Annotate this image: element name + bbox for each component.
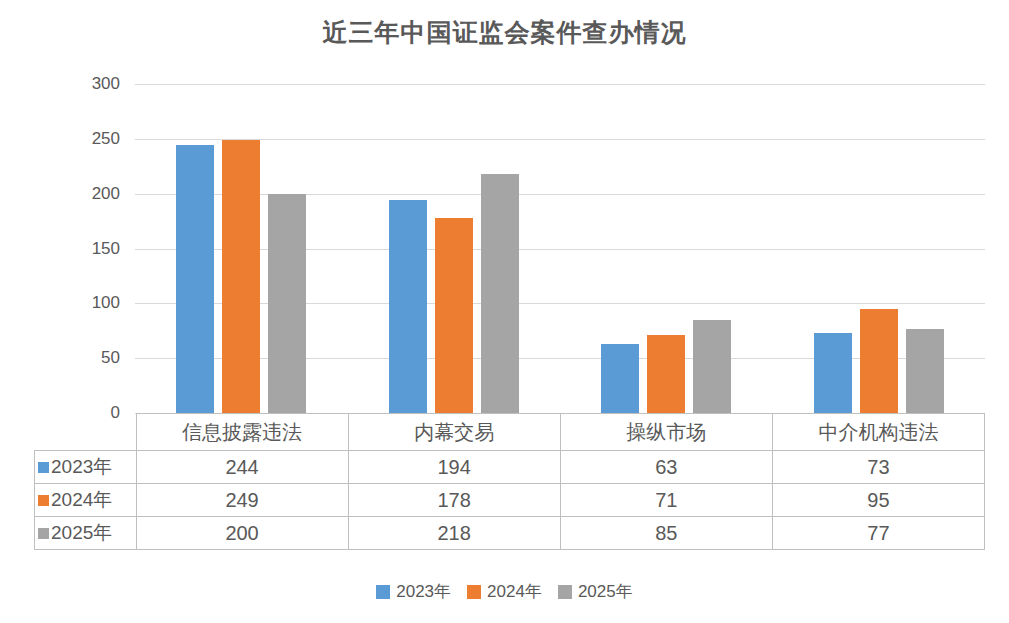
chart-title: 近三年中国证监会案件查办情况 <box>0 16 1009 49</box>
bar-s2-c1 <box>481 174 519 413</box>
bars-row <box>135 84 985 413</box>
y-tick-label-100: 100 <box>60 293 120 313</box>
table-value-s1-c3: 95 <box>772 484 984 517</box>
bar-chart: 近三年中国证监会案件查办情况 050100150200250300 信息披露违法… <box>0 0 1009 623</box>
plot-area <box>135 84 985 413</box>
table-value-s2-c2: 85 <box>560 517 772 550</box>
category-header-3: 中介机构违法 <box>772 414 984 451</box>
y-axis: 050100150200250300 <box>60 84 120 413</box>
bar-s2-c0 <box>268 194 306 413</box>
bar-s2-c3 <box>906 329 944 413</box>
series-swatch-icon <box>38 462 49 473</box>
data-table: 信息披露违法内幕交易操纵市场中介机构违法2023年24419463732024年… <box>34 413 985 550</box>
table-value-s2-c0: 200 <box>136 517 348 550</box>
category-header-0: 信息披露违法 <box>136 414 348 451</box>
bar-s0-c2 <box>601 344 639 413</box>
table-value-s1-c0: 249 <box>136 484 348 517</box>
legend-item-1: 2024年 <box>467 580 542 603</box>
category-header-2: 操纵市场 <box>560 414 772 451</box>
y-tick-label-150: 150 <box>60 239 120 259</box>
bar-s0-c1 <box>389 200 427 413</box>
bar-group-c1 <box>348 84 561 413</box>
table-value-s0-c1: 194 <box>348 451 560 484</box>
legend-item-0: 2023年 <box>376 580 451 603</box>
y-tick-label-50: 50 <box>60 348 120 368</box>
bar-s1-c1 <box>435 218 473 413</box>
bar-s2-c2 <box>693 320 731 413</box>
bar-group-c0 <box>135 84 348 413</box>
bar-group-c2 <box>560 84 773 413</box>
series-swatch-icon <box>38 528 49 539</box>
table-value-s0-c2: 63 <box>560 451 772 484</box>
series-swatch-icon <box>38 495 49 506</box>
table-value-s1-c1: 178 <box>348 484 560 517</box>
table-value-s2-c3: 77 <box>772 517 984 550</box>
bar-group-c3 <box>773 84 986 413</box>
bar-s0-c3 <box>814 333 852 413</box>
bar-s1-c0 <box>222 140 260 413</box>
legend-swatch-icon <box>467 585 481 599</box>
category-header-1: 内幕交易 <box>348 414 560 451</box>
y-tick-label-300: 300 <box>60 74 120 94</box>
bar-s0-c0 <box>176 145 214 413</box>
legend-swatch-icon <box>376 585 390 599</box>
table-row-0: 2023年2441946373 <box>35 451 985 484</box>
legend-label: 2025年 <box>578 580 633 603</box>
legend-label: 2024年 <box>487 580 542 603</box>
table-row-1: 2024年2491787195 <box>35 484 985 517</box>
table-value-s0-c3: 73 <box>772 451 984 484</box>
table-value-s0-c0: 244 <box>136 451 348 484</box>
table-value-s1-c2: 71 <box>560 484 772 517</box>
series-label-1: 2024年 <box>35 484 137 517</box>
series-label-0: 2023年 <box>35 451 137 484</box>
table-corner-cell <box>35 414 137 451</box>
legend-label: 2023年 <box>396 580 451 603</box>
bar-s1-c2 <box>647 335 685 413</box>
table-header-row: 信息披露违法内幕交易操纵市场中介机构违法 <box>35 414 985 451</box>
table-value-s2-c1: 218 <box>348 517 560 550</box>
series-label-2: 2025年 <box>35 517 137 550</box>
y-tick-label-250: 250 <box>60 129 120 149</box>
table-row-2: 2025年2002188577 <box>35 517 985 550</box>
legend-swatch-icon <box>558 585 572 599</box>
y-tick-label-200: 200 <box>60 184 120 204</box>
bar-s1-c3 <box>860 309 898 413</box>
legend: 2023年 2024年 2025年 <box>0 580 1009 603</box>
legend-item-2: 2025年 <box>558 580 633 603</box>
